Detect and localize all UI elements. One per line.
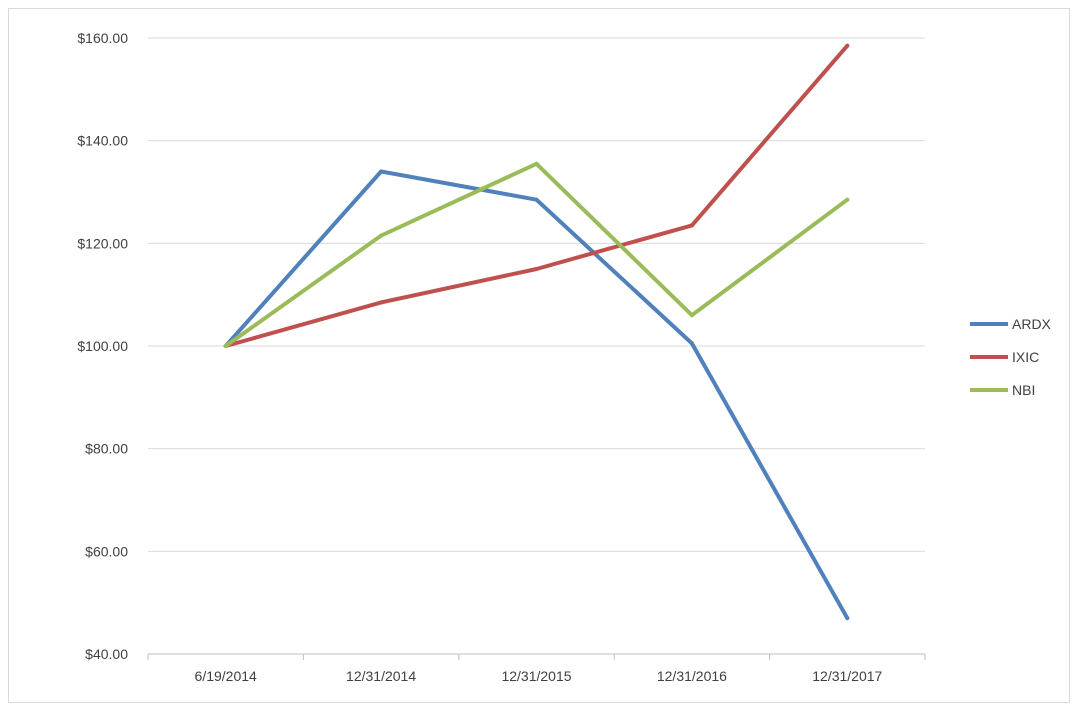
data-point-nbi [689, 313, 694, 318]
legend-label-ardx: ARDX [1012, 316, 1052, 332]
legend-label-nbi: NBI [1012, 382, 1035, 398]
data-point-ardx [689, 341, 694, 346]
y-tick-label: $60.00 [85, 543, 128, 559]
data-point-ardx [845, 616, 850, 621]
series-line-ixic [223, 43, 850, 348]
y-tick-label: $120.00 [77, 235, 128, 251]
chart-frame [8, 8, 1070, 703]
data-point-ixic [689, 223, 694, 228]
y-tick-label: $100.00 [77, 338, 128, 354]
x-tick-label: 12/31/2016 [657, 668, 727, 684]
data-point-nbi [379, 233, 384, 238]
data-point-ardx [534, 197, 539, 202]
y-tick-label: $140.00 [77, 133, 128, 149]
x-tick-label: 6/19/2014 [195, 668, 257, 684]
x-tick-label: 12/31/2017 [812, 668, 882, 684]
x-tick-label: 12/31/2014 [346, 668, 416, 684]
x-tick-label: 12/31/2015 [501, 668, 571, 684]
y-tick-label: $40.00 [85, 646, 128, 662]
y-tick-label: $160.00 [77, 30, 128, 46]
data-point-ixic [845, 43, 850, 48]
data-point-ixic [379, 300, 384, 305]
data-point-nbi [534, 161, 539, 166]
data-point-nbi [845, 197, 850, 202]
data-point-ixic [534, 267, 539, 271]
data-point-nbi [223, 344, 228, 348]
data-point-ardx [379, 169, 384, 174]
legend-label-ixic: IXIC [1012, 349, 1039, 365]
y-tick-label: $80.00 [85, 441, 128, 457]
